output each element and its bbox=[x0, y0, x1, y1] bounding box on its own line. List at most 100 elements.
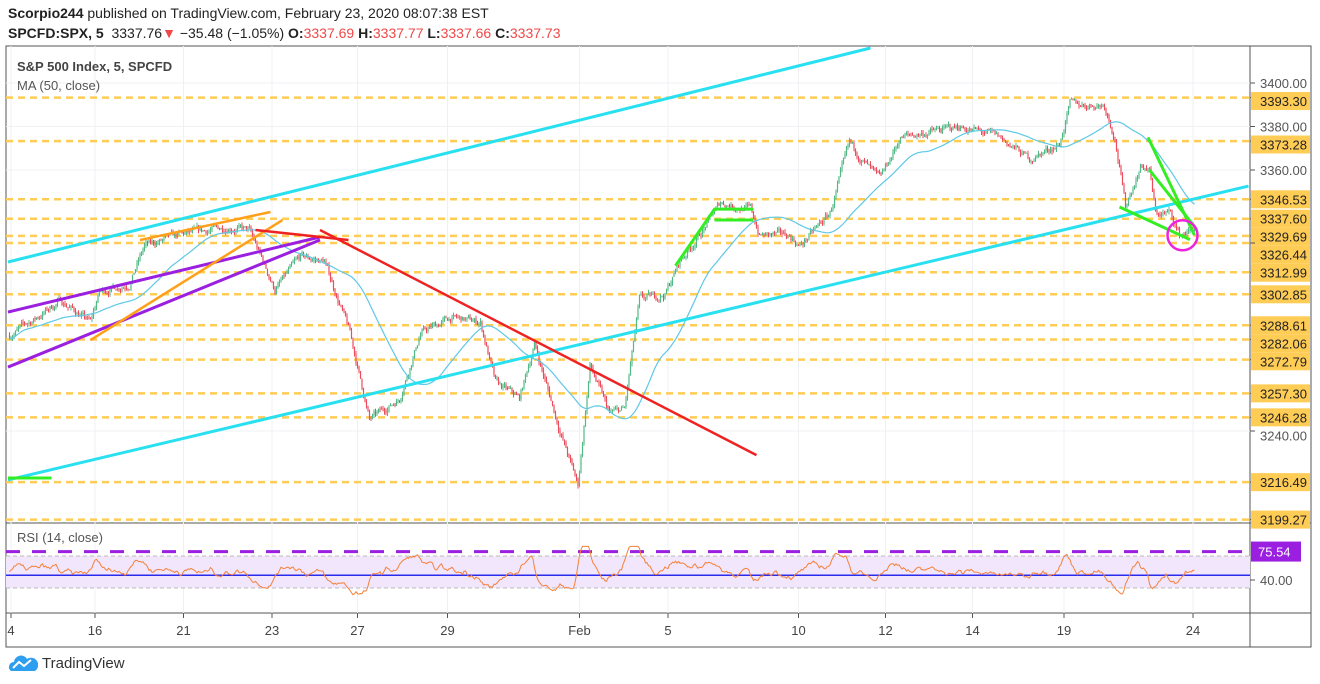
candle-body bbox=[284, 273, 287, 277]
candle-body bbox=[805, 239, 807, 241]
candle-body bbox=[968, 129, 971, 132]
candle-body bbox=[865, 160, 867, 162]
level-price-label: 3302.85 bbox=[1260, 287, 1307, 302]
candle-body bbox=[683, 256, 686, 259]
candle-body bbox=[749, 204, 752, 206]
candle-body bbox=[337, 296, 339, 303]
author[interactable]: Scorpio244 bbox=[8, 5, 84, 21]
candle-body bbox=[1049, 149, 1052, 152]
candle-body bbox=[623, 407, 626, 408]
candle-body bbox=[572, 463, 575, 471]
level-price-tag bbox=[1251, 316, 1310, 335]
y-tick-label: 3360.00 bbox=[1260, 163, 1307, 178]
candle-body bbox=[926, 134, 929, 137]
level-price-tag bbox=[1251, 384, 1310, 403]
candle-body bbox=[164, 235, 167, 238]
cyan-trend-line bbox=[7, 184, 1249, 482]
candle-body bbox=[748, 204, 750, 206]
candle-body bbox=[842, 157, 845, 164]
candle-body bbox=[1111, 127, 1113, 134]
candle-body bbox=[250, 226, 252, 232]
candle-body bbox=[211, 226, 213, 231]
purple-trend-line bbox=[7, 238, 321, 369]
candle-body bbox=[173, 233, 176, 236]
candle-body bbox=[818, 221, 821, 224]
candle-body bbox=[1132, 188, 1134, 194]
level-price-tag bbox=[1251, 135, 1310, 154]
candle-body bbox=[670, 283, 672, 286]
candle-body bbox=[80, 313, 83, 316]
candle-body bbox=[37, 317, 39, 319]
symbol: SPCFD:SPX, 5 bbox=[8, 25, 104, 41]
candle-body bbox=[874, 167, 876, 169]
candle-body bbox=[359, 371, 362, 379]
candle-body bbox=[149, 240, 152, 243]
candle-body bbox=[419, 334, 422, 340]
x-tick-label: 12 bbox=[878, 623, 892, 638]
candle-body bbox=[691, 248, 693, 250]
candle-body bbox=[685, 256, 687, 258]
candle-body bbox=[973, 127, 975, 129]
candle-body bbox=[755, 224, 758, 229]
candle-body bbox=[821, 222, 824, 224]
candle-body bbox=[494, 374, 497, 379]
candle-body bbox=[1067, 106, 1070, 113]
candle-body bbox=[1136, 177, 1139, 180]
candle-body bbox=[574, 470, 576, 476]
candle-body bbox=[967, 131, 969, 133]
candle-body bbox=[335, 295, 338, 297]
candle-body bbox=[185, 230, 188, 234]
candle-body bbox=[1138, 172, 1140, 178]
candle-body bbox=[46, 308, 48, 310]
candle-body bbox=[995, 132, 998, 134]
candle-body bbox=[331, 279, 333, 283]
candle-body bbox=[758, 234, 761, 235]
candle-body bbox=[929, 129, 932, 132]
candle-body bbox=[1040, 153, 1043, 156]
candle-body bbox=[1021, 152, 1023, 156]
candle-body bbox=[362, 388, 365, 398]
candle-body bbox=[175, 233, 177, 237]
tradingview-logo[interactable]: TradingView bbox=[8, 654, 125, 672]
candle-body bbox=[520, 390, 522, 400]
candle-body bbox=[215, 224, 218, 226]
candle-body bbox=[782, 232, 785, 235]
candle-body bbox=[35, 317, 38, 319]
candle-body bbox=[244, 226, 246, 228]
candle-body bbox=[460, 316, 462, 321]
candle-body bbox=[145, 242, 147, 245]
candle-body bbox=[1183, 234, 1185, 236]
candle-body bbox=[44, 308, 47, 313]
candle-body bbox=[584, 413, 587, 426]
candle-body bbox=[1105, 108, 1107, 114]
candle-body bbox=[776, 229, 779, 233]
candle-body bbox=[641, 293, 644, 297]
candle-body bbox=[154, 243, 156, 246]
candle-body bbox=[8, 335, 11, 339]
candle-body bbox=[199, 228, 201, 231]
candle-body bbox=[1073, 99, 1076, 101]
candle-body bbox=[658, 299, 660, 301]
green-trend-line bbox=[674, 207, 754, 267]
candle-body bbox=[428, 325, 431, 329]
candle-body bbox=[1178, 228, 1181, 237]
candle-body bbox=[62, 303, 65, 306]
candle-body bbox=[1142, 165, 1145, 170]
candle-body bbox=[1151, 178, 1154, 192]
candle-body bbox=[857, 157, 860, 161]
candle-body bbox=[1052, 148, 1055, 152]
candle-body bbox=[1120, 166, 1122, 175]
candle-body bbox=[26, 323, 29, 325]
candle-body bbox=[713, 210, 716, 215]
candle-body bbox=[823, 218, 825, 224]
candle-body bbox=[947, 124, 950, 126]
candle-body bbox=[1139, 164, 1142, 173]
candle-body bbox=[139, 254, 141, 260]
candle-body bbox=[361, 378, 363, 389]
red-trend-line bbox=[255, 228, 349, 242]
candle-body bbox=[1108, 115, 1110, 121]
candle-body bbox=[964, 127, 966, 131]
candle-body bbox=[542, 369, 545, 376]
candle-body bbox=[767, 232, 770, 235]
